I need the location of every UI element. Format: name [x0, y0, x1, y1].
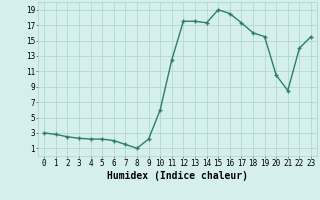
X-axis label: Humidex (Indice chaleur): Humidex (Indice chaleur) — [107, 171, 248, 181]
